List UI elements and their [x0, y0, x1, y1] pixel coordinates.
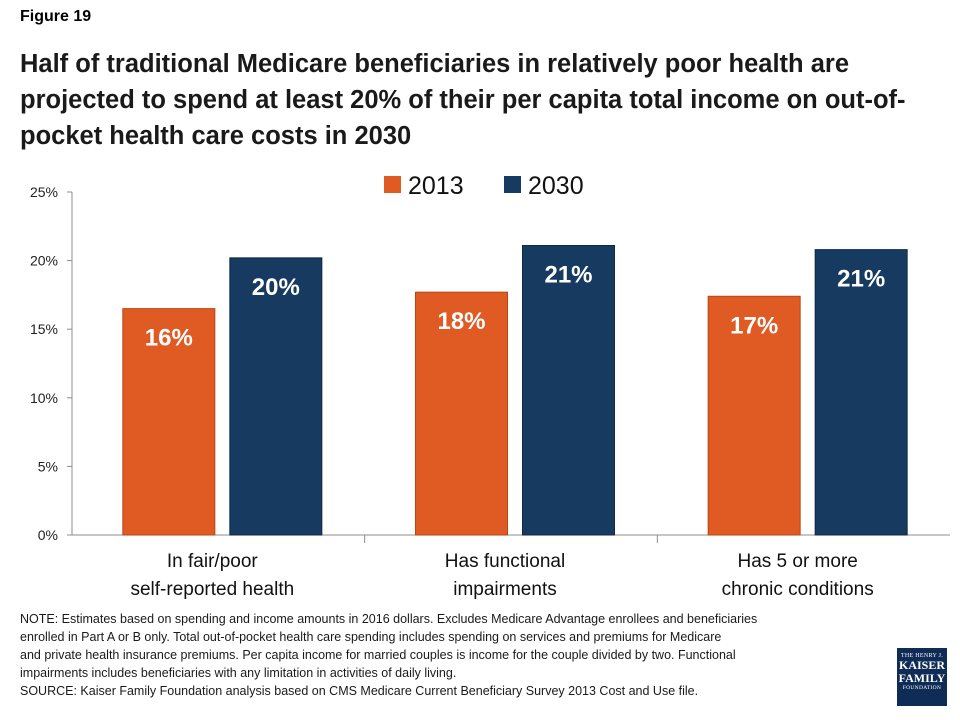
y-tick-label: 15%: [30, 321, 58, 337]
logo-line-2: KAISER: [898, 658, 945, 672]
logo-line-3: FAMILY: [898, 671, 946, 685]
data-label: 16%: [145, 325, 193, 352]
bar-2030: [522, 245, 615, 536]
legend-label: 2013: [408, 172, 464, 200]
logo-line-1: THE HENRY J.: [900, 653, 944, 659]
figure-label: Figure 19: [20, 8, 92, 25]
bar-2013: [122, 308, 216, 536]
x-category-label: impairments: [453, 579, 556, 600]
note-line: NOTE: Estimates based on spending and in…: [20, 612, 758, 626]
bar-chart: 0% 5% 10% 15% 20% 25% 16% 20% In fair/poor self-r…: [30, 172, 950, 600]
data-label: 20%: [252, 274, 300, 301]
bar-2030: [814, 249, 908, 536]
data-label: 21%: [837, 266, 885, 293]
chart-title: Half of traditional Medicare beneficiari…: [20, 50, 906, 150]
bar-2013: [415, 291, 508, 536]
bar-2030: [229, 257, 323, 536]
note-line: and private health insurance premiums. P…: [20, 648, 736, 662]
x-category-label: self-reported health: [130, 579, 294, 600]
x-category-label: chronic conditions: [722, 579, 874, 600]
y-tick-label: 0%: [38, 527, 58, 543]
logo-line-4: FOUNDATION: [902, 685, 942, 691]
y-tick-label: 25%: [30, 184, 58, 200]
kff-logo: THE HENRY J. KAISER FAMILY FOUNDATION: [897, 648, 947, 706]
x-category-label: In fair/poor: [167, 551, 258, 572]
x-category-label: Has functional: [445, 551, 565, 572]
data-label: 18%: [437, 308, 485, 335]
data-label: 21%: [544, 262, 592, 289]
footnote: NOTE: Estimates based on spending and in…: [20, 610, 880, 700]
x-category-label: Has 5 or more: [737, 551, 857, 572]
note-line: impairments includes beneficiaries with …: [20, 666, 457, 680]
note-line: enrolled in Part A or B only. Total out-…: [20, 630, 722, 644]
y-tick-label: 20%: [30, 253, 58, 269]
source-line: SOURCE: Kaiser Family Foundation analysi…: [20, 684, 699, 698]
y-tick-label: 10%: [30, 390, 58, 406]
data-label: 17%: [730, 312, 778, 339]
y-tick-label: 5%: [38, 458, 58, 474]
legend-swatch-2013: [384, 176, 401, 193]
legend-label: 2030: [528, 172, 584, 200]
bar-2013: [707, 295, 801, 536]
legend-swatch-2030: [504, 176, 521, 193]
